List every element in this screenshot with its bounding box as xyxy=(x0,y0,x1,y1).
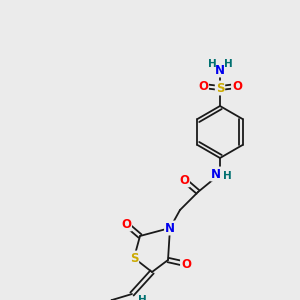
Text: H: H xyxy=(138,295,146,300)
Text: S: S xyxy=(130,251,138,265)
Text: O: O xyxy=(181,257,191,271)
Text: O: O xyxy=(121,218,131,230)
Text: S: S xyxy=(216,82,224,94)
Text: O: O xyxy=(198,80,208,92)
Text: H: H xyxy=(224,59,232,69)
Text: O: O xyxy=(232,80,242,92)
Text: H: H xyxy=(208,59,216,69)
Text: N: N xyxy=(215,64,225,76)
Text: N: N xyxy=(211,167,221,181)
Text: H: H xyxy=(223,171,231,181)
Text: O: O xyxy=(179,173,189,187)
Text: N: N xyxy=(165,221,175,235)
